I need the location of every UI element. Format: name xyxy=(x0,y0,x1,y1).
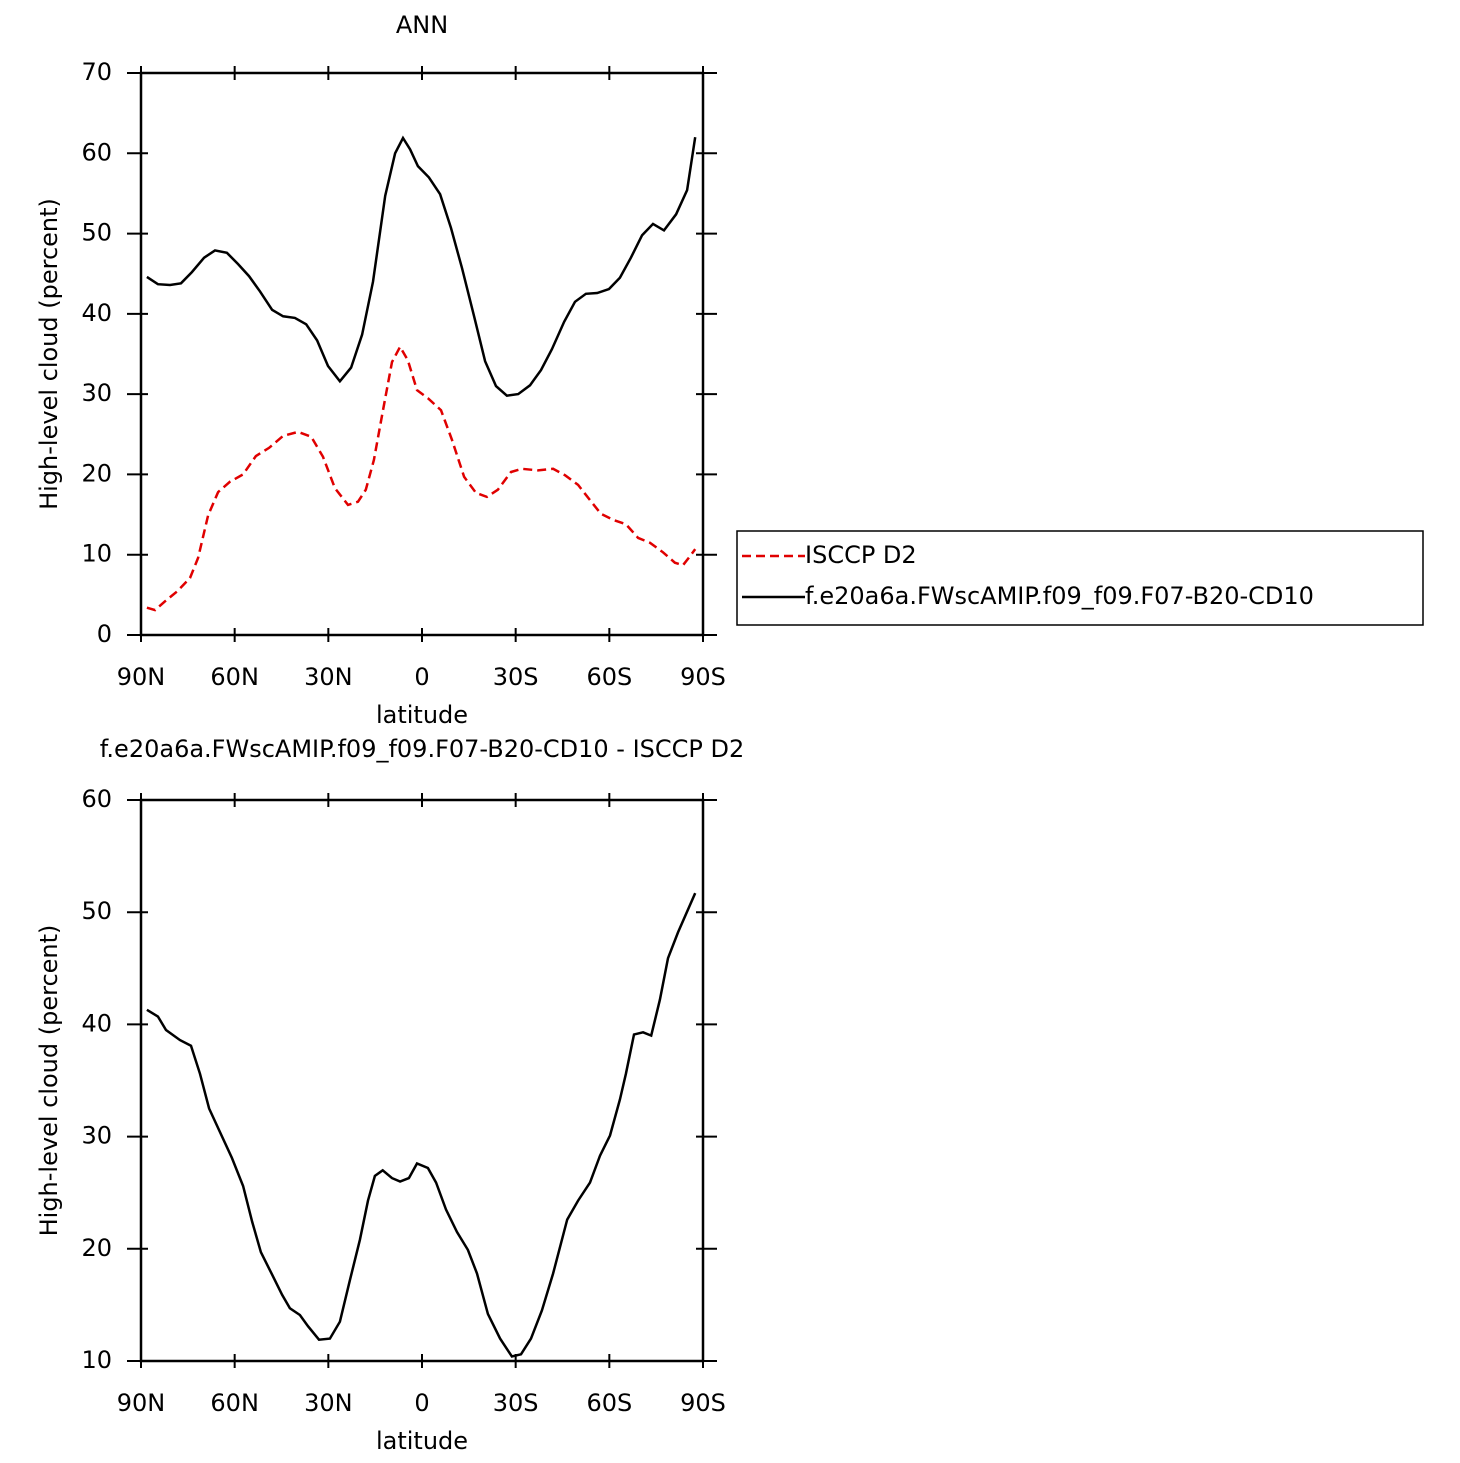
y-tick-label: 70 xyxy=(81,58,112,86)
x-tick-label: 60N xyxy=(210,1389,259,1417)
plot-frame xyxy=(139,71,705,637)
y-tick-label: 20 xyxy=(81,459,112,487)
legend-label: ISCCP D2 xyxy=(805,541,917,569)
x-tick-label: 0 xyxy=(414,663,429,691)
x-tick-label: 30S xyxy=(493,663,539,691)
x-tick-label: 60N xyxy=(210,663,259,691)
x-axis-label: latitude xyxy=(376,1427,468,1455)
x-tick-label: 90S xyxy=(680,1389,726,1417)
x-tick-label: 0 xyxy=(414,1389,429,1417)
chart-title: ANN xyxy=(396,11,448,39)
x-tick-label: 90N xyxy=(117,663,166,691)
y-tick-label: 40 xyxy=(81,1009,112,1037)
data-line xyxy=(146,135,697,398)
x-tick-label: 30S xyxy=(493,1389,539,1417)
data-line xyxy=(146,892,697,1358)
chart-title: f.e20a6a.FWscAMIP.f09_f09.F07-B20-CD10 -… xyxy=(100,735,745,763)
y-axis-label: High-level cloud (percent) xyxy=(35,925,63,1237)
plot-frame xyxy=(139,798,705,1363)
x-tick-label: 90S xyxy=(680,663,726,691)
y-tick-label: 40 xyxy=(81,299,112,327)
y-tick-label: 10 xyxy=(81,1346,112,1374)
data-line xyxy=(146,344,697,612)
legend-box xyxy=(736,530,1424,626)
y-tick-label: 50 xyxy=(81,219,112,247)
y-tick-label: 30 xyxy=(81,379,112,407)
y-tick-label: 20 xyxy=(81,1234,112,1262)
y-axis-label: High-level cloud (percent) xyxy=(35,198,63,510)
x-tick-label: 30N xyxy=(304,1389,353,1417)
y-tick-label: 0 xyxy=(97,620,112,648)
y-tick-label: 60 xyxy=(81,138,112,166)
y-tick-label: 60 xyxy=(81,785,112,813)
x-tick-label: 60S xyxy=(586,1389,632,1417)
x-axis-label: latitude xyxy=(376,701,468,729)
y-tick-label: 10 xyxy=(81,540,112,568)
x-tick-label: 60S xyxy=(586,663,632,691)
x-tick-label: 30N xyxy=(304,663,353,691)
y-tick-label: 30 xyxy=(81,1122,112,1150)
legend-label: f.e20a6a.FWscAMIP.f09_f09.F07-B20-CD10 xyxy=(805,582,1314,610)
y-tick-label: 50 xyxy=(81,897,112,925)
x-tick-label: 90N xyxy=(117,1389,166,1417)
